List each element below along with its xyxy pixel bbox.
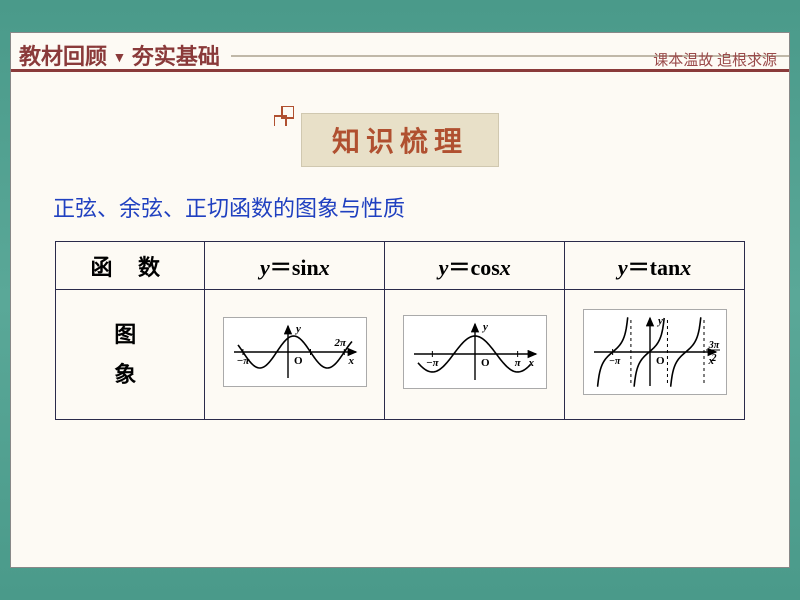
head-sin: y＝sinx: [205, 242, 385, 290]
cos-eq: ＝: [448, 255, 470, 280]
cos-arg: x: [500, 255, 511, 280]
slide: 教材回顾 ▼ 夯实基础 课本温故 追根求源 知识梳理 正弦、余弦、正切函数的图象…: [10, 32, 790, 568]
tan-fn: tan: [650, 255, 681, 280]
sin-graph: −π 2π y x O: [230, 322, 360, 382]
table-head-row: 函 数 y＝sinx y＝cosx y＝tanx: [56, 242, 745, 290]
header: 教材回顾 ▼ 夯实基础 课本温故 追根求源: [11, 33, 789, 83]
cell-cos-graph: −π π y x O: [385, 290, 565, 420]
row-graph-label: 图 象: [56, 290, 205, 420]
function-table: 函 数 y＝sinx y＝cosx y＝tanx 图 象 −π2πyxO: [55, 241, 745, 420]
svg-text:y: y: [481, 321, 488, 333]
section-title-wrap: 知识梳理: [11, 113, 789, 167]
tan-graph-box: −πyxO3π2: [583, 309, 727, 395]
svg-text:−π: −π: [426, 357, 440, 369]
svg-text:x: x: [347, 355, 354, 367]
svg-text:O: O: [294, 355, 303, 367]
head-tan: y＝tanx: [565, 242, 745, 290]
svg-text:π: π: [514, 357, 521, 369]
svg-text:O: O: [481, 357, 490, 369]
table-graph-row: 图 象 −π 2π y x O −π π y x O −π y x O 3π 2: [56, 290, 745, 420]
cos-lhs: y: [439, 255, 449, 280]
tan-eq: ＝: [628, 255, 650, 280]
svg-text:−π: −π: [236, 355, 250, 367]
svg-text:O: O: [656, 355, 665, 367]
head-label: 函 数: [56, 242, 205, 290]
cell-sin-graph: −π 2π y x O: [205, 290, 385, 420]
sin-arg: x: [319, 255, 330, 280]
cos-graph-box: −π π y x O: [403, 315, 547, 389]
corner-decoration-icon: [274, 106, 294, 126]
svg-text:2π: 2π: [333, 337, 347, 349]
triangle-down-icon: ▼: [113, 51, 127, 67]
tan-graph: −πyxO3π2: [590, 314, 720, 390]
svg-text:3π: 3π: [707, 340, 719, 351]
tan-lhs: y: [618, 255, 628, 280]
svg-text:2: 2: [710, 353, 716, 364]
sin-eq: ＝: [270, 255, 292, 280]
cos-fn: cos: [470, 255, 499, 280]
header-text-a: 教材回顾: [19, 44, 107, 69]
graph-label-1: 图: [114, 322, 146, 347]
svg-text:y: y: [656, 315, 663, 327]
sin-fn: sin: [292, 255, 319, 280]
head-cos: y＝cosx: [385, 242, 565, 290]
svg-text:x: x: [527, 357, 534, 369]
tan-arg: x: [680, 255, 691, 280]
cell-tan-graph: −πyxO3π2: [565, 290, 745, 420]
header-text-b: 夯实基础: [132, 44, 220, 69]
sin-lhs: y: [260, 255, 270, 280]
cos-graph: −π π y x O: [410, 320, 540, 384]
header-left: 教材回顾 ▼ 夯实基础: [11, 39, 220, 71]
section-title: 知识梳理: [301, 113, 499, 167]
svg-text:−π: −π: [608, 356, 620, 367]
graph-label-2: 象: [114, 362, 146, 387]
subtitle: 正弦、余弦、正切函数的图象与性质: [53, 191, 789, 223]
header-right: 课本温故 追根求源: [653, 49, 777, 70]
section-title-text: 知识梳理: [332, 127, 468, 158]
svg-text:y: y: [294, 323, 301, 335]
sin-graph-box: −π 2π y x O: [223, 317, 367, 387]
